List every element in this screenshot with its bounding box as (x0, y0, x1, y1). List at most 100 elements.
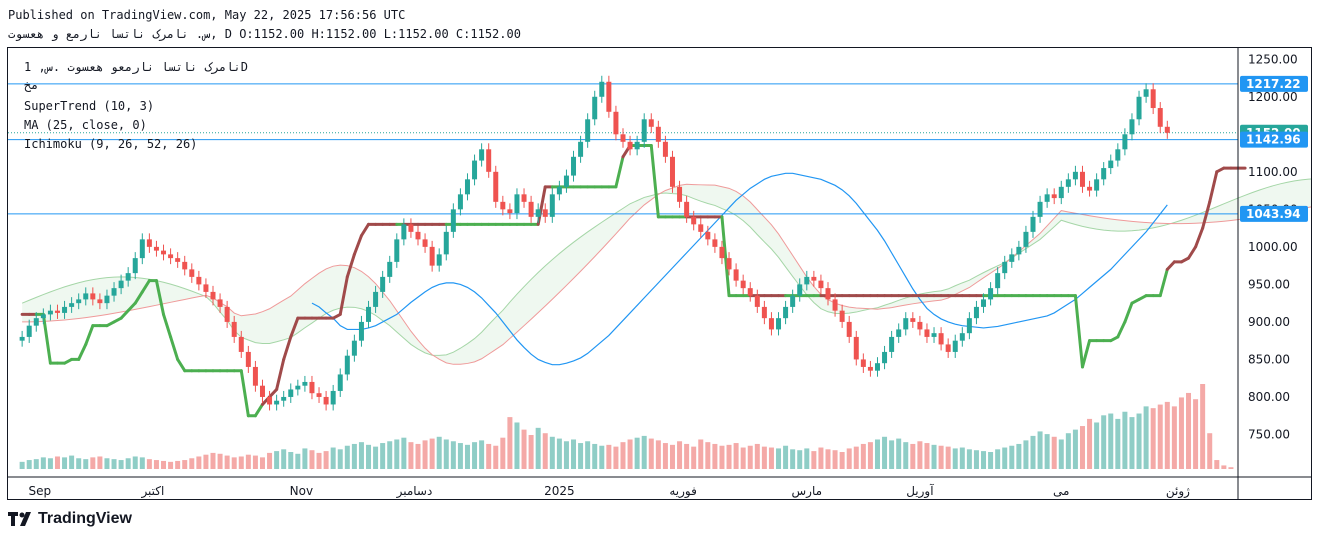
volume-bar (797, 450, 803, 469)
candle-body (1002, 261, 1008, 274)
legend-ma[interactable]: MA (25, close, 0) (24, 118, 147, 132)
x-tick-label: ژوئن (1166, 484, 1190, 499)
candle-body (556, 186, 562, 195)
candle-body (40, 314, 46, 319)
legend-supertrend[interactable]: SuperTrend (10, 3) (24, 99, 155, 113)
supertrend-segment (77, 342, 88, 361)
candle-body (535, 209, 541, 217)
volume-bar (373, 446, 379, 469)
supertrend-segment (1158, 267, 1169, 298)
supertrend-segment (1080, 339, 1092, 369)
volume-bar (274, 451, 280, 469)
candle-body (493, 171, 499, 202)
volume-bar (436, 436, 442, 469)
candle-body (429, 246, 435, 266)
candle-body (479, 149, 485, 161)
volume-bar (69, 455, 75, 469)
candle-body (457, 194, 463, 210)
volume-bar (599, 445, 605, 469)
volume-bar (634, 437, 640, 469)
candle-body (867, 366, 873, 371)
supertrend-segment (133, 290, 144, 305)
candle-body (252, 366, 258, 386)
price-chart[interactable]: 1250.001200.001150.001100.001050.001000.… (8, 48, 1311, 499)
volume-bar (578, 443, 584, 469)
volume-bar (168, 461, 174, 469)
volume-bar (988, 452, 994, 469)
volume-bar (351, 443, 357, 469)
candle-body (450, 209, 456, 232)
supertrend-segment (1073, 294, 1084, 369)
volume-bar (309, 450, 315, 469)
tradingview-logo[interactable]: TradingView (8, 510, 132, 528)
y-tick-label: 800.00 (1248, 390, 1290, 404)
candle-body (804, 276, 810, 285)
candle-body (578, 141, 584, 157)
volume-bar (1214, 460, 1220, 469)
volume-bar (366, 444, 372, 469)
volume-bar (203, 454, 209, 469)
candle-body (76, 299, 82, 304)
supertrend-segment (126, 301, 137, 313)
legend-ichimoku[interactable]: Ichimoku (9, 26, 52, 26) (24, 137, 198, 151)
volume-bar (931, 444, 937, 469)
candle-body (97, 299, 103, 304)
volume-bar (754, 443, 760, 469)
price-badge (1240, 131, 1308, 148)
volume-bar (938, 445, 944, 469)
candle-body (231, 321, 237, 337)
supertrend-segment (140, 279, 151, 294)
volume-bar (973, 450, 979, 469)
candle-body (1094, 179, 1100, 191)
volume-bar (549, 436, 555, 469)
volume-bar (542, 433, 548, 469)
y-tick-label: 1250.00 (1248, 52, 1298, 66)
volume-bar (1009, 445, 1015, 469)
price-badge (1240, 75, 1308, 92)
candle-body (1023, 231, 1029, 247)
candle-body (351, 340, 357, 356)
volume-bar (1058, 439, 1064, 469)
volume-bar (344, 445, 350, 469)
candle-body (1072, 171, 1078, 180)
volume-bar (528, 435, 534, 469)
volume-bar (966, 449, 972, 469)
candle-body (1115, 149, 1121, 161)
volume-bar (719, 445, 725, 469)
price-badge-label: 1217.22 (1246, 77, 1301, 91)
volume-bar (606, 444, 612, 469)
supertrend-segment (282, 335, 293, 361)
candle-body (111, 288, 117, 296)
volume-bar (1207, 433, 1213, 469)
volume-bar (153, 460, 159, 469)
volume-bar (832, 450, 838, 469)
supertrend-segment (1165, 260, 1176, 271)
supertrend-segment (41, 312, 52, 365)
supertrend-segment (1201, 200, 1212, 230)
volume-bar (316, 452, 322, 469)
volume-bar (422, 440, 428, 469)
candle-body (811, 276, 817, 281)
volume-bar (1072, 429, 1078, 469)
supertrend-segment (268, 387, 279, 399)
volume-bar (76, 458, 82, 469)
candle-body (175, 258, 181, 262)
volume-bar (959, 447, 965, 469)
volume-bar (705, 442, 711, 469)
volume-bar (217, 453, 223, 469)
candle-body (330, 390, 336, 405)
volume-bar (839, 452, 845, 469)
volume-bar (514, 422, 520, 469)
chart-frame[interactable]: 1250.001200.001150.001100.001050.001000.… (7, 47, 1312, 500)
supertrend-segment (162, 312, 173, 339)
candle-body (139, 239, 145, 259)
candle-body (1129, 119, 1135, 135)
candle-body (500, 201, 506, 210)
candle-body (740, 280, 746, 289)
volume-bar (669, 444, 675, 469)
volume-bar (394, 439, 400, 469)
supertrend-segment (239, 369, 250, 418)
candle-body (719, 246, 725, 259)
moving-average-line (311, 172, 1168, 366)
candle-body (47, 310, 53, 315)
